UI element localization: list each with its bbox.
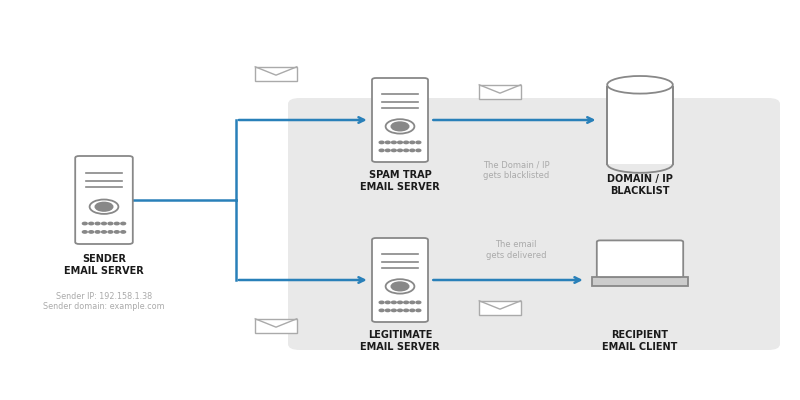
Circle shape [82, 222, 87, 225]
Circle shape [404, 309, 409, 312]
Circle shape [404, 149, 409, 152]
Circle shape [391, 141, 396, 144]
Circle shape [82, 231, 87, 233]
Circle shape [121, 231, 126, 233]
Circle shape [108, 231, 113, 233]
Text: Sender IP: 192.158.1.38
Sender domain: example.com: Sender IP: 192.158.1.38 Sender domain: e… [43, 292, 165, 311]
Circle shape [398, 141, 402, 144]
Text: SPAM TRAP
EMAIL SERVER: SPAM TRAP EMAIL SERVER [360, 170, 440, 192]
Polygon shape [607, 85, 673, 164]
Text: LEGITIMATE
EMAIL SERVER: LEGITIMATE EMAIL SERVER [360, 330, 440, 352]
Circle shape [102, 222, 106, 225]
Text: RECIPIENT
EMAIL CLIENT: RECIPIENT EMAIL CLIENT [602, 330, 678, 352]
FancyBboxPatch shape [75, 156, 133, 244]
Circle shape [386, 149, 390, 152]
Text: SENDER
EMAIL SERVER: SENDER EMAIL SERVER [64, 254, 144, 276]
Text: DOMAIN / IP
BLACKLIST: DOMAIN / IP BLACKLIST [607, 174, 673, 196]
Circle shape [410, 309, 414, 312]
Circle shape [379, 141, 384, 144]
Circle shape [416, 149, 421, 152]
Circle shape [108, 222, 113, 225]
FancyBboxPatch shape [288, 98, 780, 350]
Circle shape [391, 122, 409, 131]
Circle shape [386, 141, 390, 144]
Bar [479, 85, 521, 99]
Circle shape [114, 222, 119, 225]
Circle shape [404, 301, 409, 304]
Circle shape [95, 202, 113, 211]
FancyBboxPatch shape [597, 240, 683, 280]
Circle shape [416, 309, 421, 312]
Bar [255, 67, 297, 81]
Ellipse shape [607, 76, 673, 94]
Circle shape [386, 301, 390, 304]
Circle shape [379, 301, 384, 304]
Bar [592, 277, 688, 286]
Text: The email
gets delivered: The email gets delivered [486, 240, 546, 260]
Circle shape [386, 309, 390, 312]
Circle shape [398, 309, 402, 312]
Circle shape [89, 231, 94, 233]
Circle shape [416, 141, 421, 144]
Circle shape [379, 309, 384, 312]
Circle shape [391, 282, 409, 291]
Text: The Domain / IP
gets blacklisted: The Domain / IP gets blacklisted [482, 160, 550, 180]
Circle shape [95, 231, 100, 233]
Circle shape [121, 222, 126, 225]
Circle shape [391, 309, 396, 312]
Circle shape [404, 141, 409, 144]
Circle shape [89, 222, 94, 225]
FancyBboxPatch shape [372, 78, 428, 162]
Circle shape [398, 149, 402, 152]
Circle shape [391, 301, 396, 304]
Circle shape [410, 141, 414, 144]
Circle shape [416, 301, 421, 304]
Circle shape [379, 149, 384, 152]
Circle shape [410, 301, 414, 304]
Bar [255, 319, 297, 333]
Circle shape [398, 301, 402, 304]
Circle shape [102, 231, 106, 233]
Circle shape [391, 149, 396, 152]
FancyBboxPatch shape [372, 238, 428, 322]
Bar [479, 301, 521, 315]
Circle shape [95, 222, 100, 225]
Circle shape [410, 149, 414, 152]
Circle shape [114, 231, 119, 233]
